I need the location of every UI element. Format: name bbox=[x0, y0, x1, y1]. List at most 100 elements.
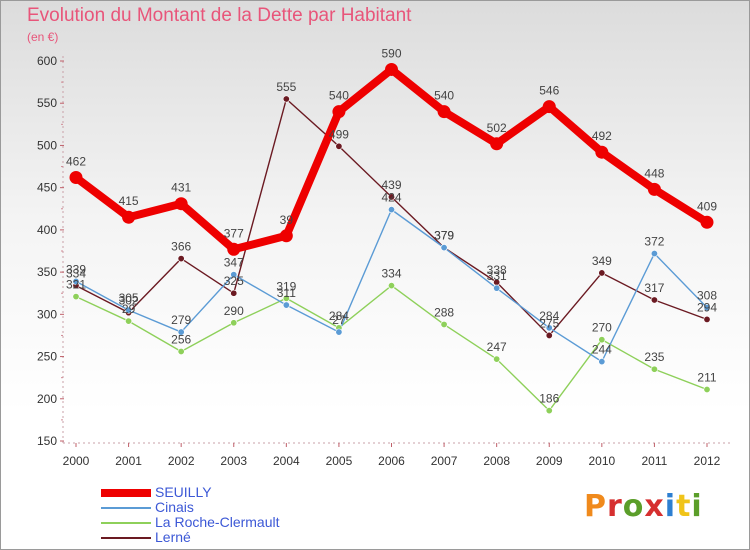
data-point bbox=[387, 282, 395, 290]
data-label: 305 bbox=[119, 291, 139, 305]
data-point bbox=[647, 182, 661, 196]
data-label: 347 bbox=[224, 256, 244, 270]
data-point bbox=[335, 328, 343, 336]
logo-letter: i bbox=[664, 489, 677, 524]
data-point bbox=[72, 277, 80, 285]
legend-label: SEUILLY bbox=[155, 484, 212, 500]
data-point bbox=[72, 293, 80, 301]
data-point bbox=[227, 242, 241, 256]
x-tick-label: 2003 bbox=[220, 454, 247, 468]
data-label: 308 bbox=[697, 289, 717, 303]
data-point bbox=[703, 304, 711, 312]
data-point bbox=[437, 105, 451, 119]
data-point bbox=[440, 244, 448, 252]
data-label: 377 bbox=[224, 226, 244, 240]
legend-swatch bbox=[101, 537, 151, 539]
data-point bbox=[700, 215, 714, 229]
y-tick-label: 500 bbox=[37, 138, 57, 152]
data-point bbox=[335, 142, 343, 150]
data-point bbox=[69, 171, 83, 185]
data-point bbox=[650, 296, 658, 304]
data-point bbox=[440, 320, 448, 328]
data-label: 366 bbox=[171, 240, 191, 254]
data-label: 288 bbox=[434, 305, 454, 319]
data-label: 211 bbox=[697, 370, 716, 384]
data-point bbox=[490, 137, 504, 151]
x-tick-label: 2001 bbox=[115, 454, 142, 468]
data-label: 284 bbox=[329, 309, 349, 323]
y-tick-label: 450 bbox=[37, 181, 57, 195]
logo-letter: t bbox=[676, 489, 692, 524]
data-label: 546 bbox=[539, 84, 559, 98]
data-point bbox=[282, 301, 290, 309]
data-label: 409 bbox=[697, 199, 717, 213]
data-label: 284 bbox=[539, 309, 559, 323]
data-label: 499 bbox=[329, 127, 349, 141]
data-label: 235 bbox=[644, 350, 664, 364]
data-label: 325 bbox=[224, 274, 244, 288]
data-point bbox=[177, 328, 185, 336]
logo-letter: P bbox=[584, 489, 607, 524]
data-point bbox=[332, 105, 346, 119]
data-point bbox=[595, 145, 609, 159]
data-point bbox=[387, 193, 395, 201]
data-label: 555 bbox=[276, 80, 296, 94]
data-label: 275 bbox=[539, 316, 559, 330]
data-label: 334 bbox=[381, 267, 401, 281]
data-label: 431 bbox=[171, 181, 191, 195]
chart-title: Evolution du Montant de la Dette par Hab… bbox=[27, 5, 412, 26]
data-point bbox=[279, 229, 293, 243]
data-label: 415 bbox=[119, 194, 139, 208]
data-point bbox=[122, 210, 136, 224]
data-point bbox=[703, 315, 711, 323]
data-label: 270 bbox=[592, 321, 612, 335]
data-point bbox=[125, 306, 133, 314]
data-label: 317 bbox=[644, 281, 664, 295]
data-point bbox=[703, 385, 711, 393]
logo-letter: x bbox=[644, 489, 665, 524]
data-label: 502 bbox=[487, 121, 507, 135]
legend-label: Cinais bbox=[155, 499, 194, 515]
data-label: 294 bbox=[697, 300, 717, 314]
data-label: 339 bbox=[66, 262, 86, 276]
x-tick-label: 2007 bbox=[431, 454, 458, 468]
data-point bbox=[282, 95, 290, 103]
data-point bbox=[545, 324, 553, 332]
data-point bbox=[385, 62, 398, 76]
x-tick-label: 2012 bbox=[694, 454, 721, 468]
y-tick-label: 200 bbox=[37, 392, 57, 406]
logo-letter: o bbox=[622, 489, 645, 524]
data-label: 540 bbox=[434, 89, 454, 103]
x-tick-label: 2004 bbox=[273, 454, 300, 468]
series-line-la-roche-clermault bbox=[75, 284, 708, 412]
data-label: 29 bbox=[122, 302, 136, 316]
y-tick-label: 400 bbox=[37, 223, 57, 237]
data-label: 247 bbox=[487, 340, 507, 354]
data-label: 590 bbox=[381, 46, 401, 60]
data-label: 448 bbox=[644, 166, 664, 180]
data-label: 256 bbox=[171, 332, 191, 346]
data-label: 379 bbox=[434, 229, 454, 243]
x-tick-label: 2000 bbox=[63, 454, 90, 468]
data-label: 302 bbox=[119, 294, 139, 308]
data-label: 424 bbox=[381, 191, 401, 205]
data-label: 338 bbox=[487, 263, 507, 277]
data-label: 334 bbox=[66, 267, 86, 281]
proxiti-logo: Proxiti bbox=[584, 489, 703, 524]
data-label: 540 bbox=[329, 89, 349, 103]
x-tick-label: 2009 bbox=[536, 454, 563, 468]
data-label: 279 bbox=[171, 313, 191, 327]
x-tick-label: 2010 bbox=[588, 454, 615, 468]
data-point bbox=[598, 336, 606, 344]
y-tick-label: 600 bbox=[37, 54, 57, 68]
data-point bbox=[230, 289, 238, 297]
y-tick-label: 250 bbox=[37, 350, 57, 364]
x-tick-label: 2008 bbox=[483, 454, 510, 468]
y-tick-label: 350 bbox=[37, 265, 57, 279]
data-point bbox=[545, 407, 553, 415]
data-point bbox=[282, 294, 290, 302]
data-point bbox=[545, 331, 553, 339]
data-label: 372 bbox=[644, 235, 664, 249]
y-tick-label: 550 bbox=[37, 96, 57, 110]
